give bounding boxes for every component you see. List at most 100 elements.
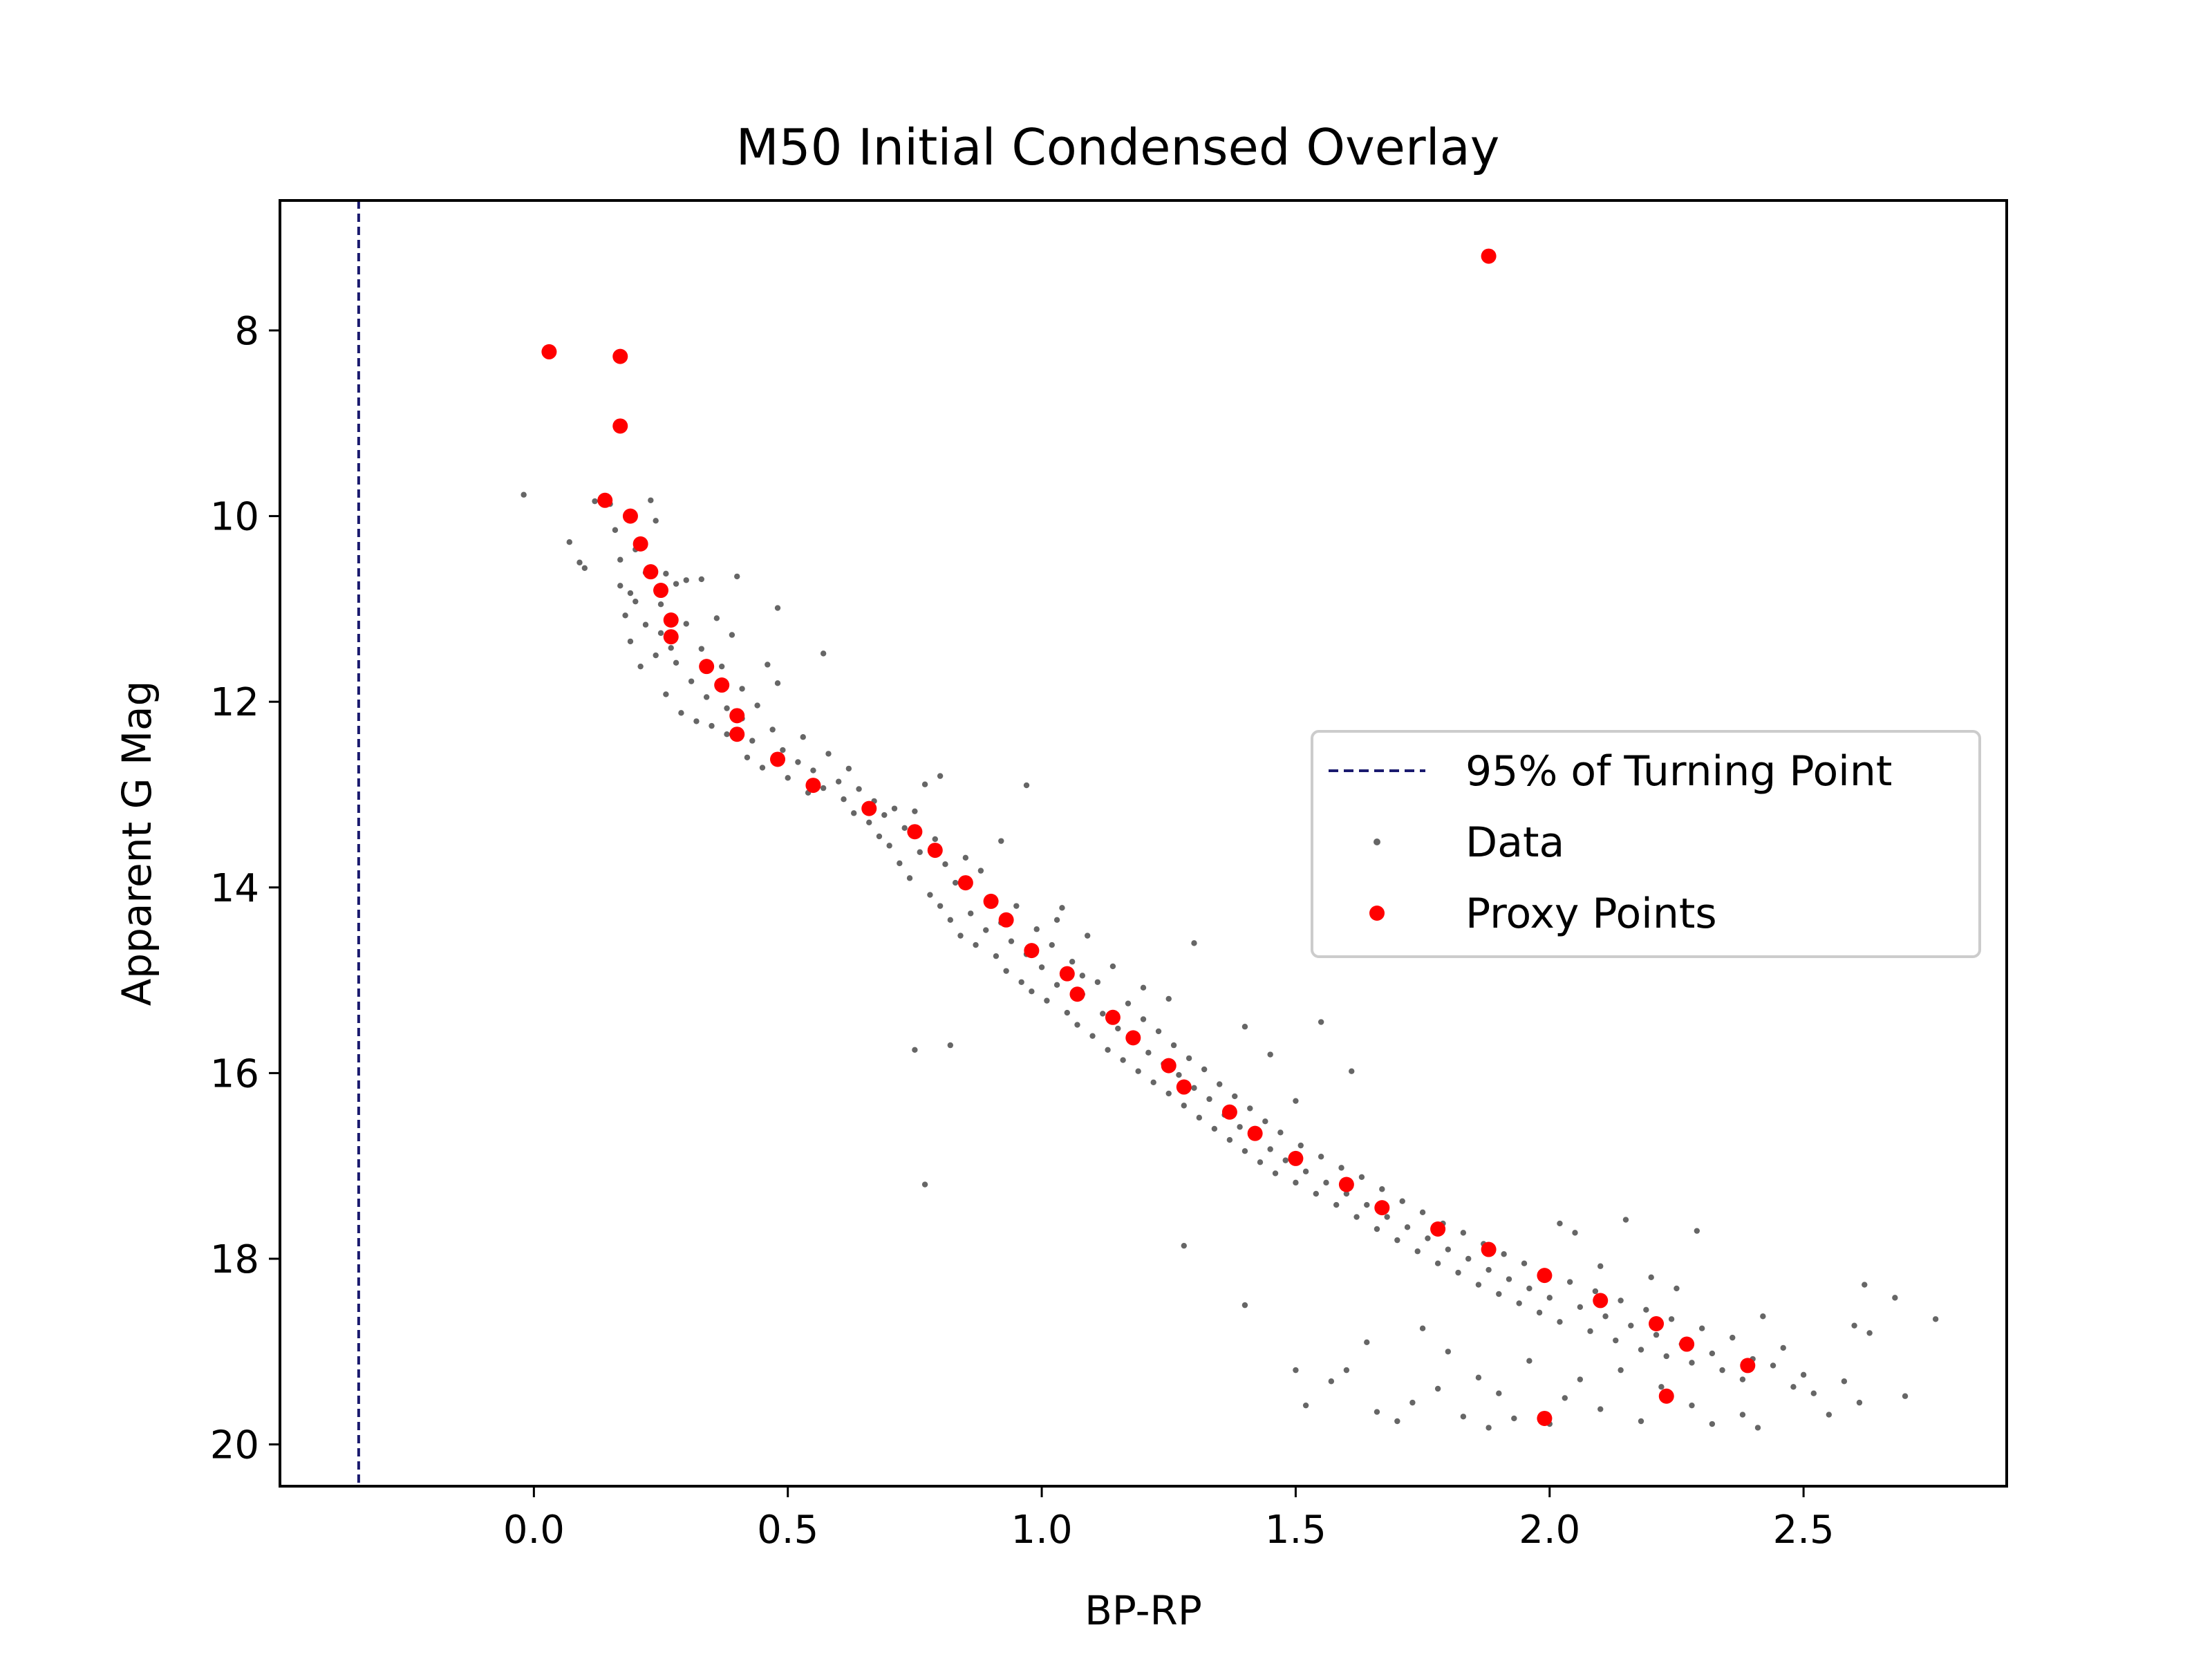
legend-box	[1311, 730, 1981, 958]
data-point	[921, 781, 928, 787]
data-point	[1100, 1011, 1106, 1017]
data-point	[1932, 1316, 1939, 1322]
data-point	[1460, 1230, 1467, 1236]
data-point	[769, 727, 776, 733]
data-point	[1709, 1421, 1716, 1427]
data-point	[1323, 1179, 1329, 1186]
data-point	[1135, 1068, 1141, 1074]
data-point	[1902, 1393, 1909, 1399]
proxy-point	[1537, 1410, 1553, 1426]
data-point	[1730, 1334, 1736, 1341]
y-tick-label: 18	[210, 1237, 259, 1282]
data-point	[1318, 1019, 1324, 1025]
data-point	[1384, 1214, 1390, 1220]
data-point	[1328, 1378, 1335, 1385]
proxy-point	[907, 824, 923, 840]
data-point	[1501, 1251, 1507, 1257]
proxy-point	[1176, 1079, 1192, 1095]
data-point	[1241, 1147, 1248, 1154]
data-point	[581, 565, 588, 572]
data-point	[729, 632, 735, 638]
data-point	[718, 663, 725, 670]
data-point	[1425, 1235, 1431, 1241]
data-point	[1475, 1374, 1482, 1381]
data-point	[1709, 1350, 1716, 1357]
data-point	[683, 577, 689, 583]
data-point	[1293, 1367, 1299, 1374]
data-point	[632, 598, 639, 605]
data-point	[1064, 1009, 1070, 1016]
data-point	[1394, 1418, 1400, 1425]
data-point	[1211, 1125, 1218, 1132]
data-point	[617, 583, 624, 589]
data-point	[1622, 1217, 1629, 1223]
data-point	[1810, 1390, 1817, 1396]
data-point	[1587, 1328, 1593, 1334]
data-point	[648, 497, 654, 503]
data-point	[1689, 1402, 1695, 1409]
x-tick-label: 2.0	[1519, 1508, 1580, 1553]
proxy-point	[1105, 1009, 1121, 1025]
data-point	[592, 498, 598, 505]
data-point	[977, 868, 984, 874]
data-point	[774, 680, 781, 686]
data-point	[1577, 1304, 1584, 1311]
data-point	[663, 691, 669, 697]
data-point	[673, 659, 679, 666]
data-point	[1770, 1362, 1777, 1369]
data-point	[1618, 1297, 1624, 1304]
data-point	[932, 836, 938, 843]
data-point	[891, 805, 898, 812]
legend-vline-label: 95% of Turning Point	[1465, 747, 1892, 796]
data-point	[906, 875, 913, 881]
data-point	[1140, 984, 1147, 991]
y-tick-label: 12	[210, 680, 259, 725]
data-point	[1841, 1378, 1848, 1385]
data-point	[820, 650, 827, 657]
data-point	[1557, 1319, 1563, 1325]
data-point	[927, 892, 933, 898]
proxy-point	[1430, 1221, 1446, 1237]
proxy-point	[1374, 1200, 1390, 1216]
data-point	[1689, 1360, 1695, 1366]
data-point	[1140, 1016, 1147, 1022]
data-point	[1602, 1313, 1609, 1320]
data-point	[1663, 1353, 1669, 1360]
data-point	[1120, 1057, 1126, 1063]
proxy-point	[714, 677, 730, 693]
data-point	[1496, 1390, 1502, 1396]
plot-frame	[279, 199, 2008, 1488]
x-tick-label: 0.0	[503, 1508, 565, 1553]
proxy-point	[1125, 1030, 1141, 1046]
data-point	[617, 556, 624, 563]
data-point	[668, 645, 674, 651]
data-point	[1536, 1309, 1543, 1316]
proxy-point	[632, 536, 648, 552]
data-point	[1694, 1228, 1700, 1234]
data-point	[795, 759, 801, 765]
data-point	[1618, 1367, 1624, 1374]
data-point	[1394, 1237, 1400, 1244]
data-point	[1049, 941, 1055, 948]
data-point	[657, 630, 664, 637]
data-point	[1826, 1412, 1833, 1418]
data-point	[1053, 982, 1060, 988]
proxy-point	[1649, 1315, 1665, 1331]
data-point	[973, 941, 979, 948]
data-point	[1232, 1093, 1238, 1100]
data-point	[1643, 1306, 1649, 1313]
data-point	[1302, 1402, 1309, 1409]
data-point	[952, 879, 959, 886]
data-point	[1343, 1367, 1350, 1374]
data-point	[1353, 1214, 1360, 1220]
chart-title: M50 Initial Condensed Overlay	[736, 118, 1500, 176]
data-point	[1094, 979, 1101, 985]
data-point	[1862, 1282, 1868, 1288]
data-point	[1628, 1322, 1634, 1329]
proxy-point	[1024, 943, 1040, 959]
data-point	[1333, 1201, 1340, 1208]
data-point	[947, 917, 954, 923]
data-point	[1521, 1260, 1528, 1266]
data-point	[1008, 938, 1015, 944]
y-tick-label: 20	[210, 1423, 259, 1468]
